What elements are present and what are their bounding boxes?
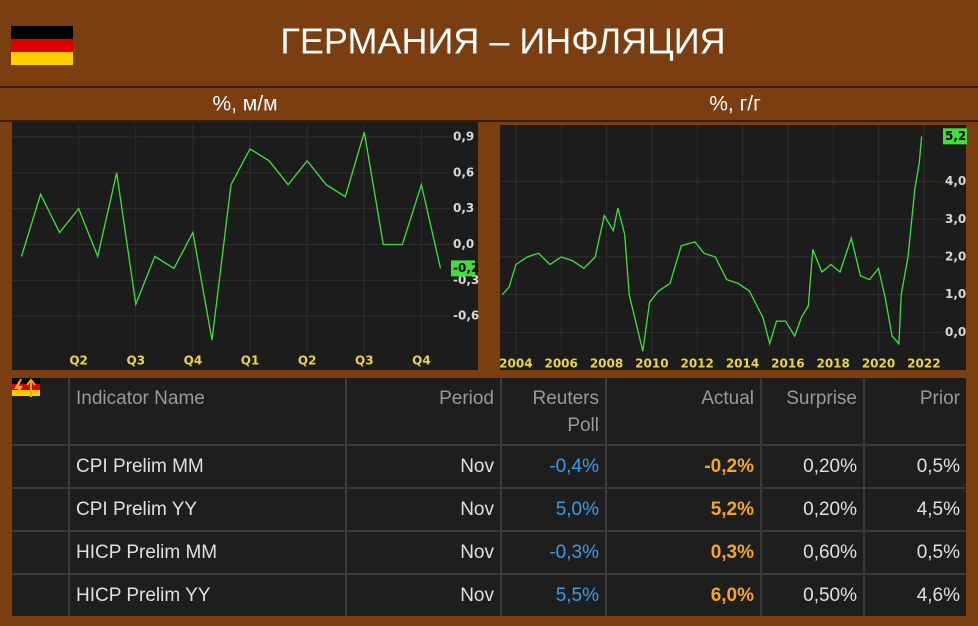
data-line — [501, 136, 923, 352]
cell: HICP Prelim YY — [70, 575, 345, 616]
y-tick-label: 3,0 — [945, 212, 966, 226]
flag-cell — [12, 378, 68, 573]
divider — [0, 120, 978, 122]
actual-value: 5,2% — [710, 498, 754, 520]
flag-icon — [12, 378, 40, 396]
flag-cell — [12, 378, 68, 530]
cell: 0,60% — [762, 532, 863, 573]
chart-area: ГЕРМАНИЯ – ИНФЛЯЦИЯ %, м/м %, г/г -0,6 -0… — [0, 21, 978, 371]
indicator-table: Indicator Name Period Reuters Poll Actua… — [12, 378, 966, 616]
cell: CPI Prelim MM — [70, 446, 345, 487]
actual-value: 0,3% — [710, 541, 754, 563]
header-cell: Actual — [607, 378, 760, 444]
x-tick-label: 2010 — [635, 357, 668, 371]
header-cell: Period — [347, 378, 500, 444]
plot-background — [500, 125, 966, 370]
y-tick-label: 0,3 — [453, 201, 474, 215]
x-tick-label: Q2 — [298, 354, 317, 368]
cell: Nov — [347, 489, 500, 530]
page-title: ГЕРМАНИЯ – ИНФЛЯЦИЯ — [280, 21, 725, 62]
y-tick-label: 4,0 — [945, 174, 966, 188]
cell: 0,50% — [762, 575, 863, 616]
cell: 4,6% — [865, 575, 966, 616]
cell: 0,20% — [762, 446, 863, 487]
x-tick-label: 2020 — [862, 357, 895, 371]
x-tick-label: Q1 — [241, 354, 260, 368]
flag — [11, 26, 73, 65]
cell: 5,5% — [502, 575, 605, 616]
cell: Nov — [347, 446, 500, 487]
x-tick-label: 2018 — [816, 357, 849, 371]
y-tick-label: 0,9 — [453, 129, 474, 143]
chart-caption: %, м/м — [212, 93, 277, 116]
header-cell: Reuters Poll — [502, 378, 605, 444]
x-tick-label: Q4 — [412, 354, 431, 368]
x-tick-label: Q3 — [355, 354, 374, 368]
divider — [0, 86, 978, 88]
cell: 0,3% — [14, 378, 760, 573]
header-cell: Indicator Name — [70, 378, 345, 444]
actual-value: -0,2% — [704, 455, 754, 477]
cell: 5,0% — [502, 489, 605, 530]
y-tick-label: 2,0 — [945, 249, 966, 263]
flag-cell — [12, 378, 68, 616]
x-tick-label: Q2 — [69, 354, 88, 368]
value-label-box — [451, 260, 475, 277]
x-tick-label: 2016 — [771, 357, 804, 371]
y-tick-label: 1,0 — [945, 287, 966, 301]
y-tick-label: -0,6 — [453, 309, 479, 323]
y-tick-label: 0,0 — [945, 325, 966, 339]
cell: 0,20% — [762, 489, 863, 530]
chart-caption: %, г/г — [709, 93, 761, 116]
x-tick-label: Q3 — [127, 354, 146, 368]
surprise-icon — [14, 378, 36, 397]
x-tick-label: 2014 — [726, 357, 759, 371]
flag-cell — [12, 378, 68, 487]
y-tick-label: 0,0 — [453, 237, 474, 251]
cell: 4,5% — [865, 489, 966, 530]
x-tick-label: Q4 — [184, 354, 203, 368]
header-cell: Prior — [865, 378, 966, 444]
plot-background — [12, 122, 478, 370]
cell: 6,0% — [14, 378, 760, 616]
x-tick-label: 2006 — [544, 357, 577, 371]
x-tick-label: 2012 — [680, 357, 713, 371]
x-tick-label: 2008 — [590, 357, 623, 371]
cell: -0,3% — [502, 532, 605, 573]
x-tick-label: 2022 — [907, 357, 940, 371]
value-label-box — [943, 128, 967, 145]
cell: HICP Prelim MM — [70, 532, 345, 573]
value-label: -0,2 — [453, 261, 479, 275]
x-tick-label: 2004 — [499, 357, 532, 371]
cell: CPI Prelim YY — [70, 489, 345, 530]
cell: Nov — [347, 532, 500, 573]
cell: Nov — [347, 575, 500, 616]
cell: 0,5% — [865, 532, 966, 573]
actual-value: 6,0% — [710, 584, 754, 606]
cell: 0,5% — [865, 446, 966, 487]
y-tick-label: 0,6 — [453, 165, 474, 179]
cell: 5,2% — [607, 489, 760, 530]
cell: -0,4% — [502, 446, 605, 487]
value-label: 5,2 — [945, 129, 966, 143]
header-cell: Surprise — [762, 378, 863, 444]
cell: -0,2% — [607, 446, 760, 487]
data-line — [20, 132, 442, 341]
